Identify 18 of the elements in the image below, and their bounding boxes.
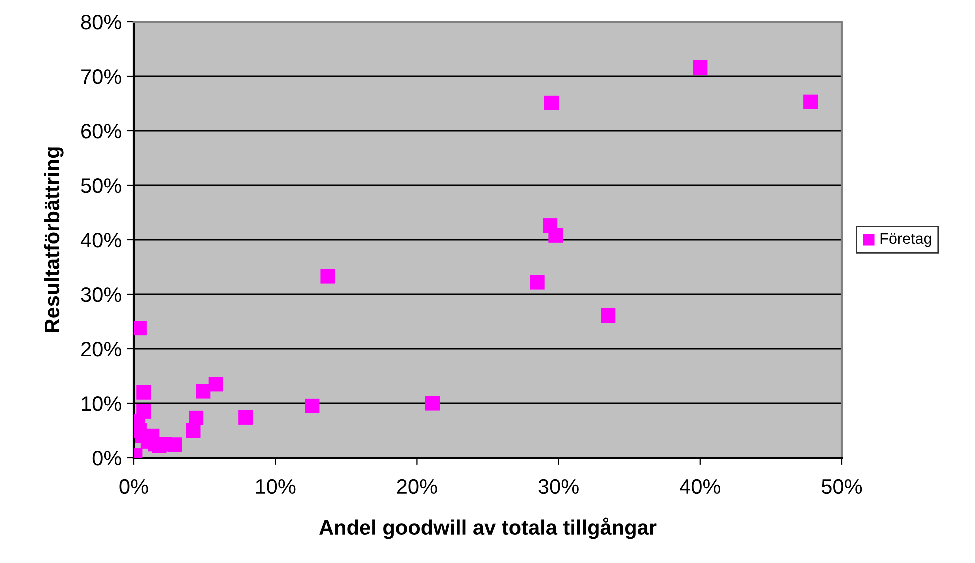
- x-tick-label: 50%: [822, 479, 862, 494]
- y-axis-title: Resultatförbättring: [44, 148, 64, 332]
- y-tick-label: 40%: [80, 233, 122, 248]
- y-tick-label: 50%: [81, 178, 122, 194]
- x-axis-title: Andel goodwill av totala tillgångar: [320, 518, 657, 540]
- y-tick-label: 20%: [82, 342, 122, 357]
- y-tick-label: 10%: [82, 396, 122, 412]
- y-tick-label: 30%: [81, 288, 122, 302]
- x-tick-label: 30%: [538, 479, 579, 494]
- x-tick-label: 40%: [680, 479, 721, 494]
- legend-label: Företag: [880, 233, 932, 248]
- x-tick-label: 0%: [120, 479, 148, 494]
- y-tick-label: 70%: [82, 70, 122, 84]
- y-tick-label: 80%: [81, 15, 122, 30]
- x-tick-label: 20%: [397, 479, 438, 494]
- x-tick-label: 10%: [256, 479, 296, 494]
- y-tick-label: 60%: [82, 124, 122, 139]
- y-tick-label: 0%: [92, 451, 122, 466]
